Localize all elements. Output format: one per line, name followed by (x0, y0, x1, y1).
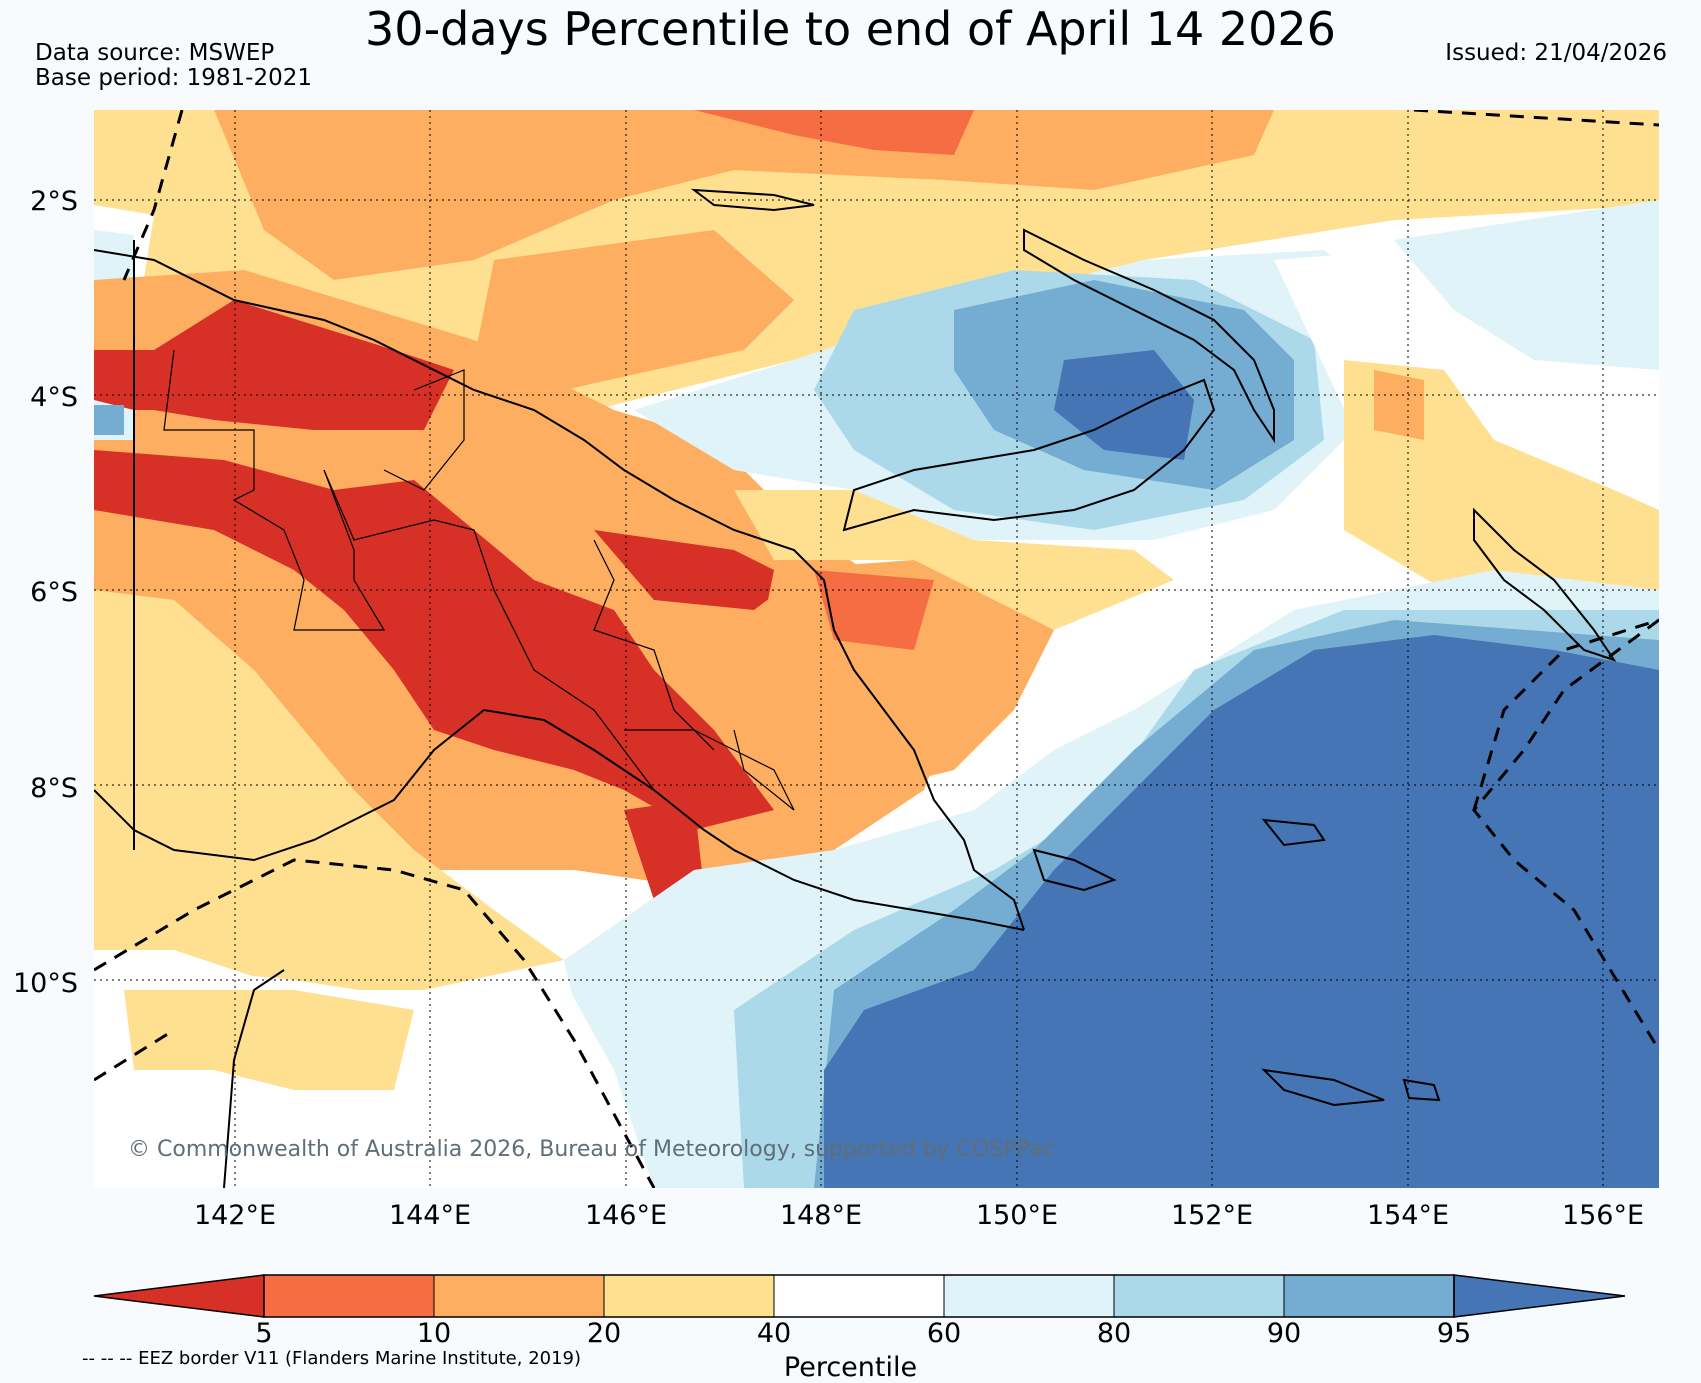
region-east-orange (1374, 370, 1424, 440)
colorbar-segment (773, 1274, 945, 1318)
rossel-island (1402, 1078, 1441, 1102)
colorbar-extend-high (1453, 1274, 1626, 1318)
lat-label-6s: 6°S (30, 577, 78, 608)
lat-label-8s: 8°S (30, 773, 78, 804)
lon-label-152e: 152°E (1170, 1200, 1254, 1231)
colorbar-tick-label: 80 (1096, 1318, 1132, 1349)
region-central-yellow (734, 490, 1174, 630)
colorbar (93, 1274, 1626, 1318)
data-source-label: Data source: MSWEP (35, 40, 275, 66)
colorbar-segments (93, 1274, 1626, 1318)
manus-island (690, 188, 815, 212)
region-west-red-4 (624, 800, 704, 900)
colorbar-tick-label: 20 (586, 1318, 622, 1349)
percentile-map (94, 110, 1659, 1188)
colorbar-segment (943, 1274, 1115, 1318)
colorbar-tick-label: 5 (255, 1318, 273, 1349)
louisiade-islands (1261, 1068, 1385, 1107)
woodlark-island (1261, 818, 1326, 847)
lat-label-2s: 2°S (30, 186, 78, 217)
region-southwest-yellow (94, 590, 564, 990)
lon-label-150e: 150°E (975, 1200, 1059, 1231)
colorbar-tick-label: 95 (1436, 1318, 1472, 1349)
region-west-red-2 (94, 450, 774, 830)
colorbar-segment (603, 1274, 775, 1318)
lat-label-4s: 4°S (30, 382, 78, 413)
province-borders (163, 349, 795, 811)
colorbar-tick-label: 90 (1266, 1318, 1302, 1349)
colorbar-tick-label: 60 (926, 1318, 962, 1349)
colorbar-tick-label: 40 (756, 1318, 792, 1349)
lon-label-148e: 148°E (779, 1200, 863, 1231)
chart-title: 30-days Percentile to end of April 14 20… (365, 2, 1336, 56)
lon-label-156e: 156°E (1561, 1200, 1645, 1231)
colorbar-segment (263, 1274, 435, 1318)
eez-border-note: -- -- -- EEZ border V11 (Flanders Marine… (82, 1348, 582, 1369)
region-north-red-patch (694, 110, 974, 155)
colorbar-label: Percentile (783, 1352, 918, 1383)
colorbar-segment (433, 1274, 605, 1318)
new-ireland (1023, 228, 1275, 444)
lon-label-154e: 154°E (1366, 1200, 1450, 1231)
base-period-label: Base period: 1981-2021 (35, 65, 313, 91)
new-guinea-south-coast (94, 708, 1025, 931)
region-south-darkblue (824, 635, 1659, 1188)
eez-borders (94, 110, 1659, 1188)
region-southwest-yellow-2 (124, 990, 414, 1090)
copyright-notice: © Commonwealth of Australia 2026, Bureau… (128, 1137, 1055, 1162)
new-britain (842, 378, 1216, 532)
colorbar-segment (1283, 1274, 1455, 1318)
region-east-lightblue (1394, 200, 1659, 370)
bougainville (1473, 507, 1617, 662)
colorbar-tick-label: 10 (416, 1318, 452, 1349)
issued-date-label: Issued: 21/04/2026 (1445, 40, 1667, 66)
coastline-group (94, 188, 1617, 1188)
colorbar-extend-low (93, 1274, 265, 1318)
d-entrecasteaux-islands (1032, 848, 1117, 892)
lon-label-146e: 146°E (584, 1200, 668, 1231)
colorbar-frame (263, 1274, 1455, 1318)
lat-label-10s: 10°S (13, 968, 78, 999)
region-north-orange-2 (474, 230, 794, 390)
region-north-orange (214, 110, 1274, 280)
new-guinea-north-coast (94, 249, 1025, 931)
lon-label-144e: 144°E (388, 1200, 472, 1231)
region-west-blue-strip (94, 405, 124, 435)
region-west-red-1 (94, 300, 454, 430)
lon-label-142e: 142°E (193, 1200, 277, 1231)
colorbar-segment (1113, 1274, 1285, 1318)
